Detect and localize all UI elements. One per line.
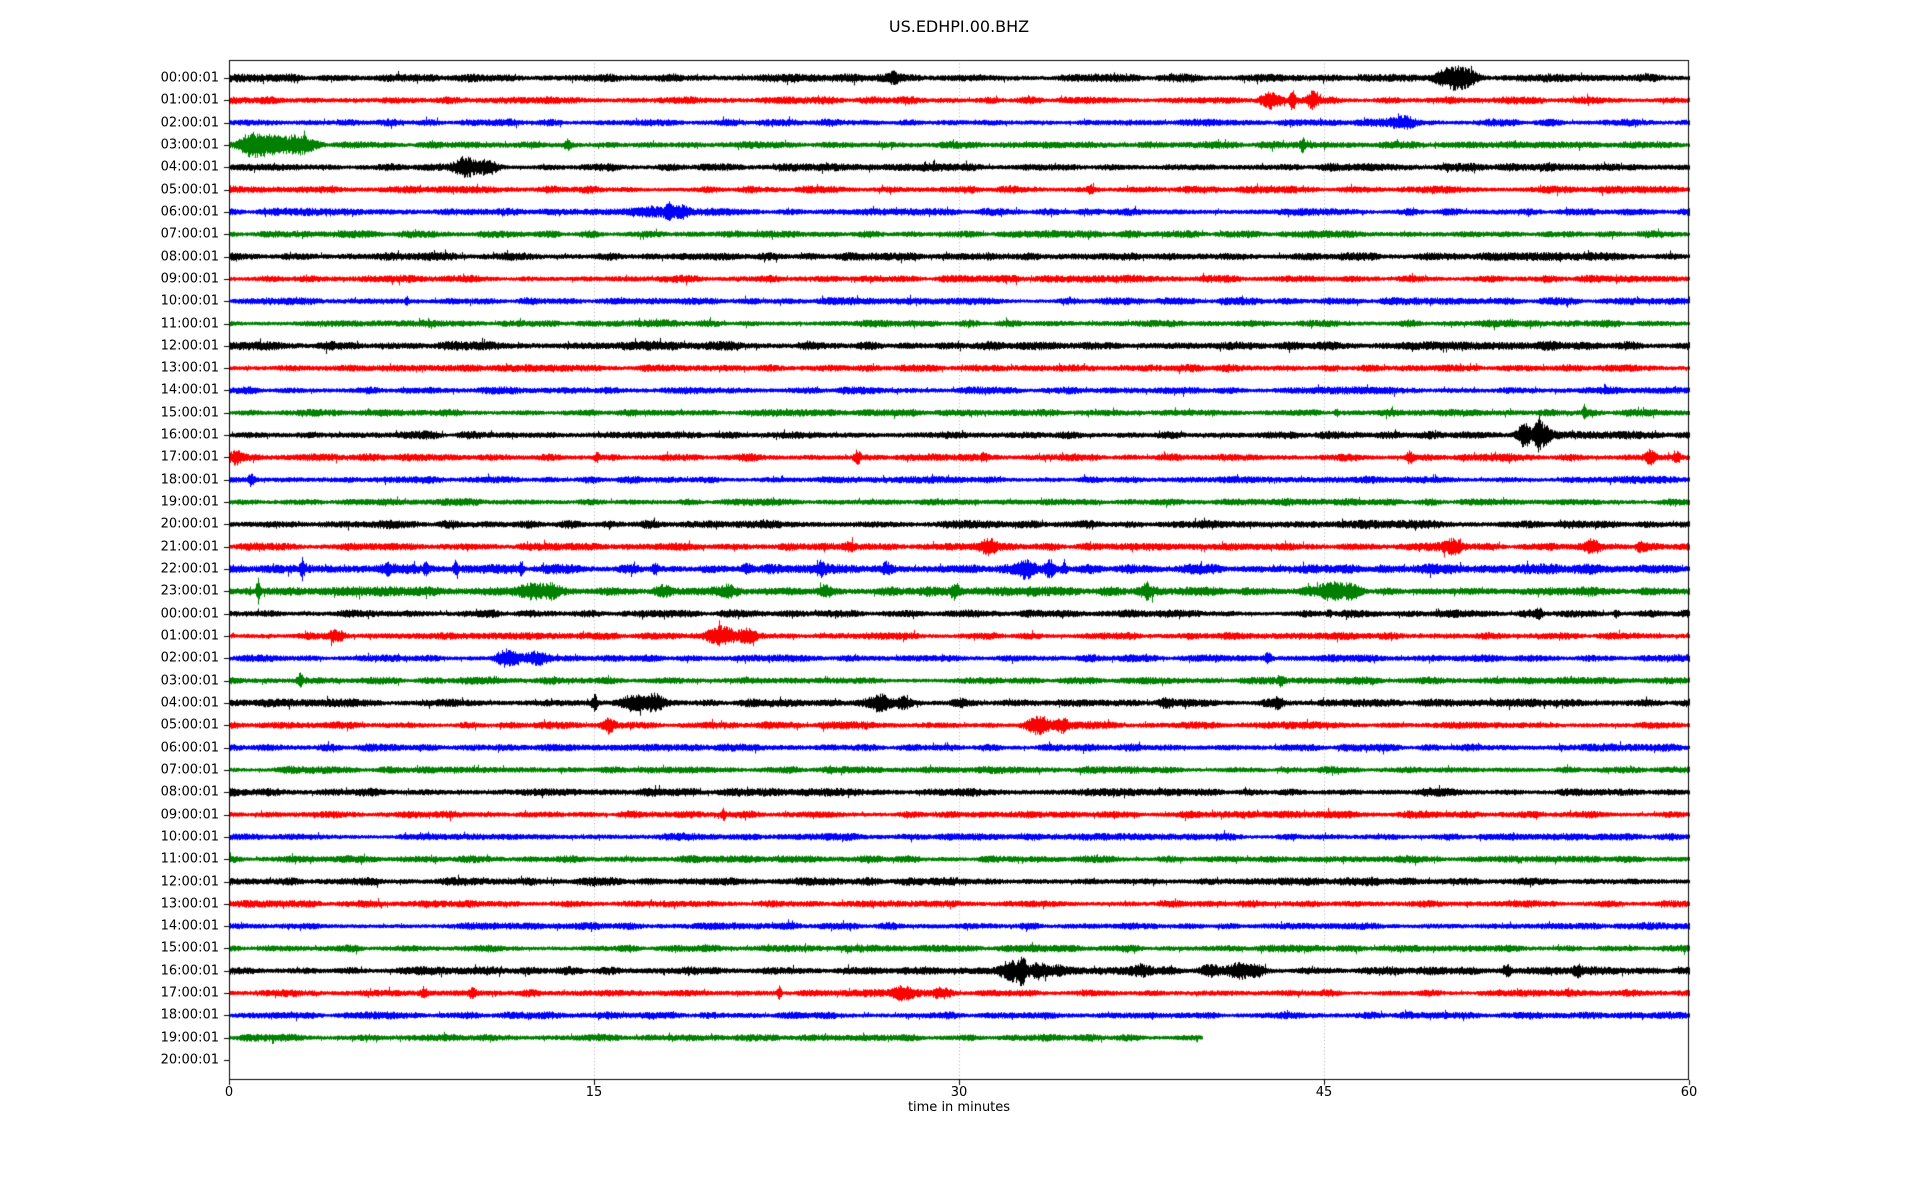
y-tick-label: 03:00:01	[160, 673, 219, 689]
y-tick-label: 15:00:01	[160, 405, 219, 421]
y-tick-label: 19:00:01	[160, 494, 219, 510]
y-tick-label: 04:00:01	[160, 695, 219, 711]
y-tick-label: 15:00:01	[160, 940, 219, 956]
y-tick-label: 19:00:01	[160, 1030, 219, 1046]
y-tick-label: 14:00:01	[160, 918, 219, 934]
y-tick-label: 17:00:01	[160, 449, 219, 465]
y-tick-label: 08:00:01	[160, 249, 219, 265]
x-tick-label: 45	[1315, 1085, 1333, 1100]
y-tick-label: 07:00:01	[160, 226, 219, 242]
y-tick-label: 01:00:01	[160, 628, 219, 644]
y-tick-label: 12:00:01	[160, 338, 219, 354]
y-tick-label: 13:00:01	[160, 896, 219, 912]
y-tick-label: 18:00:01	[160, 472, 219, 488]
y-tick-label: 11:00:01	[160, 316, 219, 332]
y-tick-label: 23:00:01	[160, 583, 219, 599]
x-tick-label: 0	[224, 1085, 234, 1100]
x-tick-label: 30	[950, 1085, 968, 1100]
x-axis-label: time in minutes	[907, 1100, 1011, 1115]
x-tick-label: 60	[1680, 1085, 1698, 1100]
y-tick-label: 06:00:01	[160, 204, 219, 220]
y-tick-label: 22:00:01	[160, 561, 219, 577]
y-tick-label: 16:00:01	[160, 427, 219, 443]
y-tick-label: 17:00:01	[160, 985, 219, 1001]
y-tick-label: 00:00:01	[160, 606, 219, 622]
y-tick-label: 08:00:01	[160, 784, 219, 800]
y-tick-label: 11:00:01	[160, 851, 219, 867]
y-tick-label: 13:00:01	[160, 360, 219, 376]
y-tick-label: 21:00:01	[160, 539, 219, 555]
chart-title: US.EDHPI.00.BHZ	[888, 17, 1030, 36]
y-tick-label: 01:00:01	[160, 92, 219, 108]
y-tick-label: 10:00:01	[160, 829, 219, 845]
y-tick-label: 05:00:01	[160, 182, 219, 198]
y-tick-label: 18:00:01	[160, 1007, 219, 1023]
y-tick-label: 03:00:01	[160, 137, 219, 153]
y-tick-label: 20:00:01	[160, 516, 219, 532]
y-tick-label: 06:00:01	[160, 740, 219, 756]
y-tick-label: 12:00:01	[160, 874, 219, 890]
y-tick-label: 07:00:01	[160, 762, 219, 778]
y-tick-label: 02:00:01	[160, 650, 219, 666]
y-tick-label: 02:00:01	[160, 115, 219, 131]
y-tick-label: 04:00:01	[160, 159, 219, 175]
y-tick-label: 00:00:01	[160, 70, 219, 86]
y-tick-label: 09:00:01	[160, 271, 219, 287]
y-tick-label: 09:00:01	[160, 807, 219, 823]
y-tick-label: 14:00:01	[160, 382, 219, 398]
y-tick-label: 16:00:01	[160, 963, 219, 979]
y-tick-label: 20:00:01	[160, 1052, 219, 1068]
x-tick-label: 15	[585, 1085, 603, 1100]
y-tick-label: 10:00:01	[160, 293, 219, 309]
y-tick-label: 05:00:01	[160, 717, 219, 733]
